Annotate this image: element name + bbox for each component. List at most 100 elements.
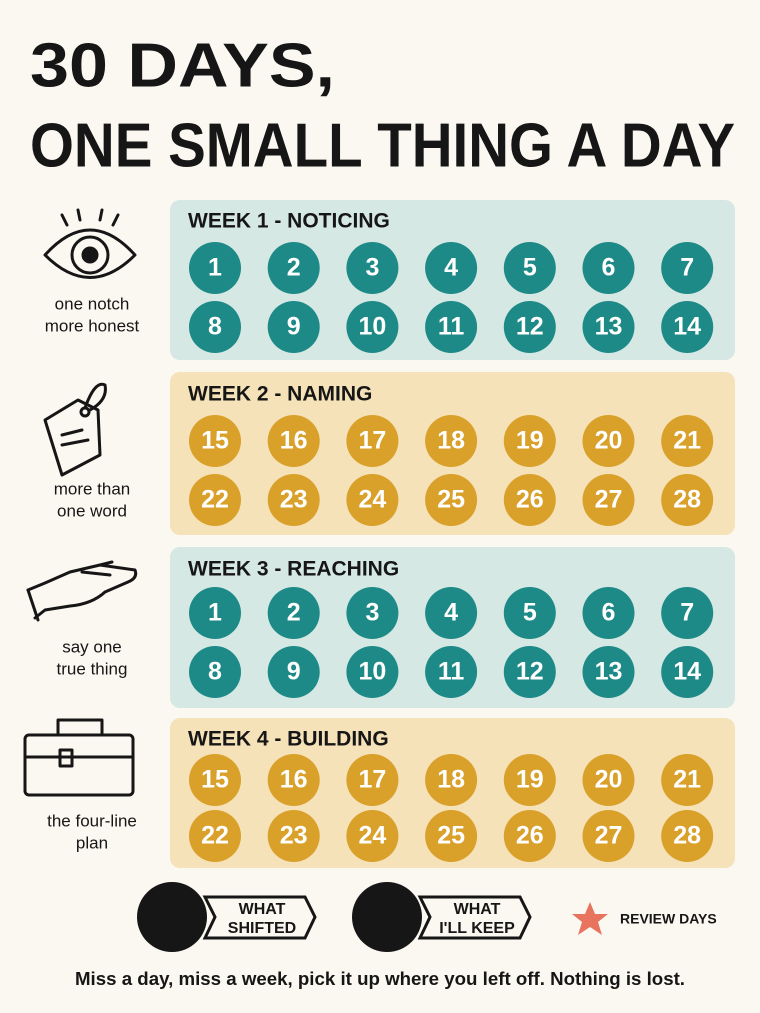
day-circle — [582, 242, 635, 294]
day-number: 14 — [673, 313, 701, 341]
day-circle — [189, 587, 241, 639]
day-number: 6 — [602, 254, 616, 282]
day-number: 15 — [201, 427, 229, 455]
day-circle — [425, 415, 478, 467]
day-circle — [503, 242, 556, 294]
day-circle — [267, 810, 320, 862]
day-number: 23 — [280, 486, 308, 514]
day-circle — [425, 587, 478, 639]
day-number: 20 — [595, 427, 623, 455]
day-circle — [346, 415, 399, 467]
legend-shapes — [137, 882, 608, 952]
day-number: 5 — [523, 599, 537, 627]
day-number: 22 — [201, 822, 229, 850]
day-circle — [503, 587, 556, 639]
day-number: 17 — [358, 766, 386, 794]
day-circle — [582, 301, 635, 353]
day-circle — [661, 754, 714, 806]
day-number: 5 — [523, 254, 537, 282]
day-circle — [425, 474, 478, 526]
day-number: 25 — [437, 822, 465, 850]
day-circle — [661, 301, 714, 353]
legend-label: SHIFTED — [228, 920, 296, 937]
day-circle — [267, 242, 320, 294]
legend-label: WHAT — [239, 901, 286, 918]
day-circle — [503, 474, 556, 526]
day-circle — [425, 754, 478, 806]
day-number: 7 — [680, 599, 694, 627]
day-circle — [582, 474, 635, 526]
day-circle — [582, 810, 635, 862]
day-number: 24 — [358, 486, 386, 514]
day-number: 11 — [438, 658, 465, 686]
legend-label: WHAT — [454, 901, 501, 918]
day-number: 22 — [201, 486, 229, 514]
day-circle — [661, 242, 714, 294]
day-number: 19 — [516, 427, 544, 455]
day-circle — [189, 242, 241, 294]
day-circle — [503, 301, 556, 353]
day-number: 27 — [595, 486, 623, 514]
day-circle — [189, 646, 241, 698]
day-circle — [582, 646, 635, 698]
title-line: ONE SMALL THING A DAY — [30, 111, 735, 180]
day-number: 27 — [595, 822, 623, 850]
day-number: 17 — [358, 427, 386, 455]
day-circle — [267, 415, 320, 467]
day-circle — [189, 301, 241, 353]
day-circle — [582, 587, 635, 639]
day-number: 11 — [438, 313, 465, 341]
toolbox-icon — [23, 718, 135, 797]
icon-caption: more honest — [45, 316, 140, 335]
day-circle — [346, 587, 399, 639]
legend-label: I'LL KEEP — [439, 920, 515, 937]
day-number: 7 — [680, 254, 694, 282]
day-circle — [267, 474, 320, 526]
day-number: 10 — [358, 658, 386, 686]
day-circle — [425, 242, 478, 294]
day-circle — [267, 646, 320, 698]
icon-caption: say one — [62, 637, 122, 656]
day-number: 12 — [516, 313, 544, 341]
title-line: 30 DAYS, — [30, 31, 335, 100]
legend-label: REVIEW DAYS — [620, 911, 717, 927]
day-number: 16 — [280, 427, 308, 455]
day-circle — [346, 242, 399, 294]
day-number: 8 — [208, 313, 222, 341]
icon-caption: more than — [54, 479, 131, 498]
day-circle — [189, 474, 241, 526]
day-number: 21 — [673, 766, 701, 794]
day-number: 16 — [280, 766, 308, 794]
day-number: 25 — [437, 486, 465, 514]
day-circle — [346, 754, 399, 806]
week-title: WEEK 3 - REACHING — [188, 558, 399, 581]
day-circle — [503, 415, 556, 467]
day-number: 13 — [595, 313, 623, 341]
day-circle — [425, 301, 478, 353]
day-number: 4 — [444, 254, 458, 282]
day-number: 26 — [516, 486, 544, 514]
day-number: 1 — [208, 599, 222, 627]
day-circle — [346, 474, 399, 526]
day-number: 20 — [595, 766, 623, 794]
day-number: 18 — [437, 766, 465, 794]
day-number: 28 — [673, 486, 701, 514]
icon-caption: one word — [57, 501, 127, 520]
icon-caption: the four-line — [47, 811, 137, 830]
day-number: 19 — [516, 766, 544, 794]
day-number: 26 — [516, 822, 544, 850]
day-circle — [267, 754, 320, 806]
day-number: 4 — [444, 599, 458, 627]
day-number: 9 — [287, 658, 301, 686]
day-number: 14 — [673, 658, 701, 686]
day-circle — [346, 646, 399, 698]
day-circle — [503, 810, 556, 862]
icon-caption: plan — [76, 833, 108, 852]
day-number: 15 — [201, 766, 229, 794]
day-number: 1 — [208, 254, 222, 282]
day-number: 9 — [287, 313, 301, 341]
day-number: 8 — [208, 658, 222, 686]
day-number: 6 — [602, 599, 616, 627]
day-number: 24 — [358, 822, 386, 850]
